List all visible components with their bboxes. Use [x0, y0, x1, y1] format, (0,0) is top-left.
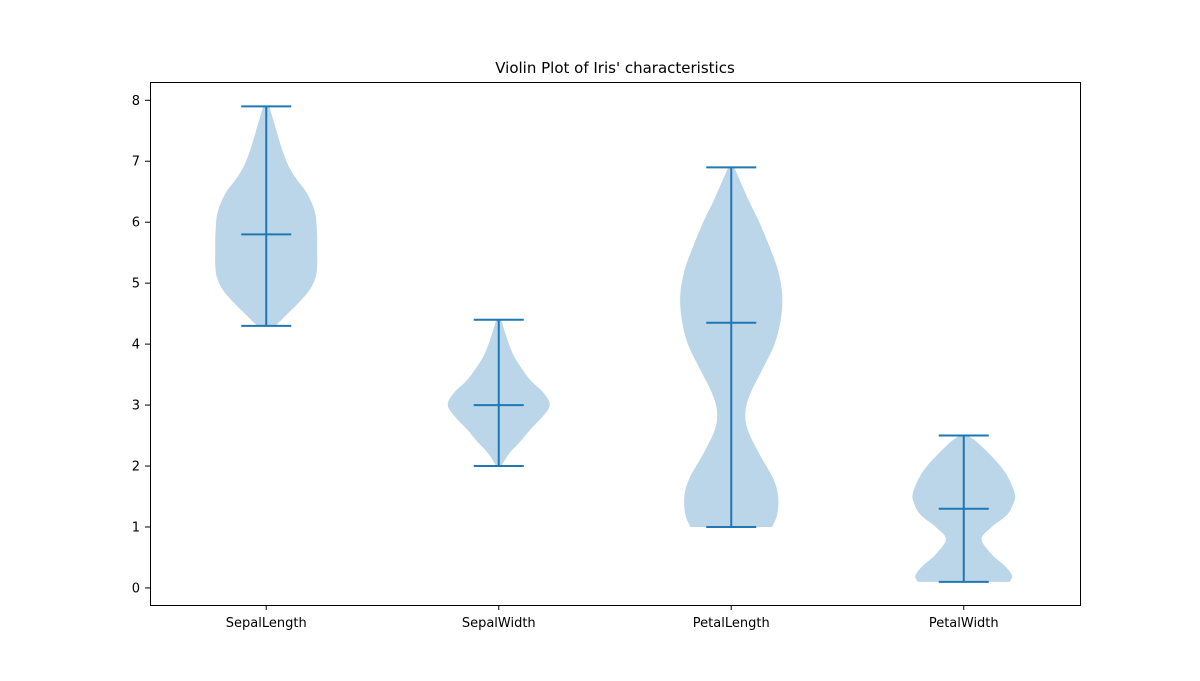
- x-axis: SepalLength SepalWidth PetalLength PetalWid…: [226, 605, 999, 631]
- y-tick-label: 8: [132, 94, 140, 109]
- violin-lines-layer: [241, 105, 989, 583]
- x-tick-label: SepalLength: [226, 616, 307, 631]
- x-tick-label: PetalWidth: [929, 616, 999, 631]
- y-tick-label: 0: [132, 581, 140, 596]
- y-axis: 0 1 2 3 4 5 6 7 8: [132, 94, 150, 596]
- y-tick-label: 6: [132, 216, 140, 231]
- y-tick-label: 3: [132, 399, 140, 414]
- chart-title: Violin Plot of Iris' characteristics: [495, 59, 735, 77]
- y-tick-label: 7: [132, 155, 140, 170]
- y-tick-label: 5: [132, 277, 140, 292]
- plot-frame: [150, 82, 1081, 606]
- y-tick-label: 4: [132, 338, 140, 353]
- violins-layer: [215, 106, 1016, 582]
- x-tick-label: PetalLength: [693, 616, 770, 631]
- y-tick-label: 1: [132, 520, 140, 535]
- y-tick-label: 2: [132, 460, 140, 475]
- x-tick-label: SepalWidth: [462, 616, 536, 631]
